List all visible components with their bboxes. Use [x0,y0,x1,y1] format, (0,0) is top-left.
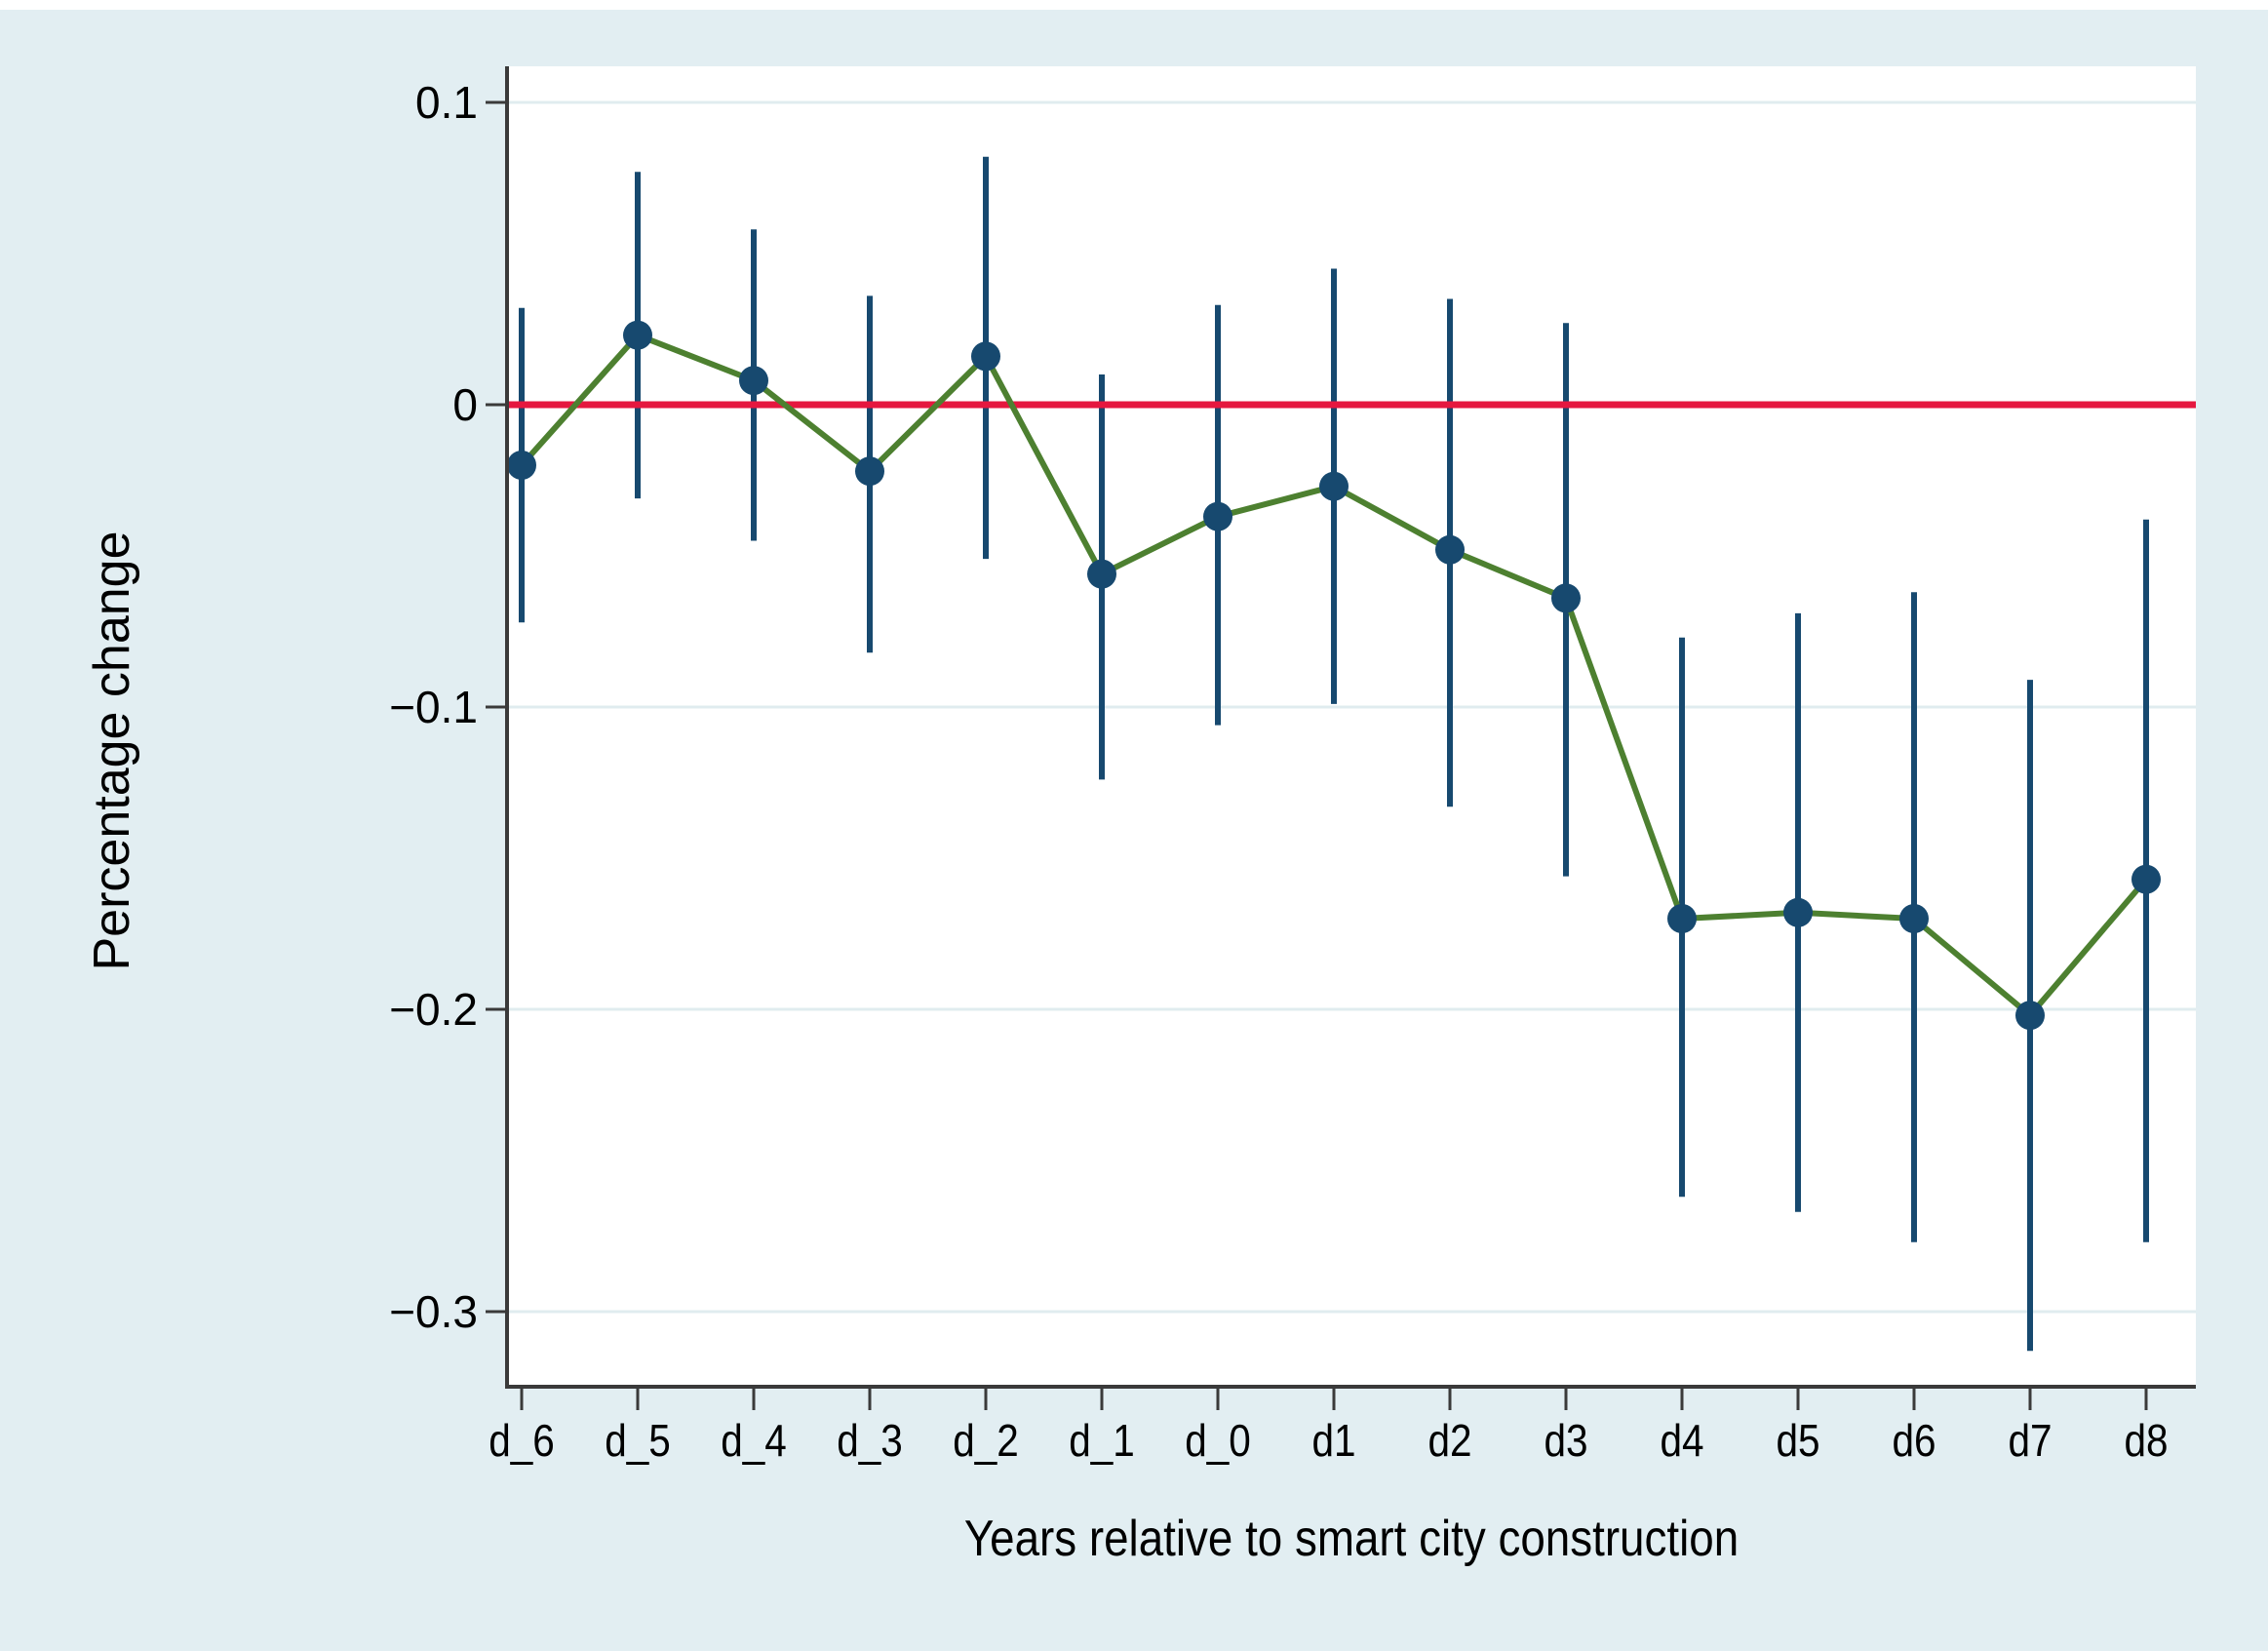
x-tick-label: d3 [1544,1415,1588,1466]
data-point-marker [2131,864,2161,894]
x-tick-label: d8 [2124,1415,2169,1466]
data-point-marker [1551,583,1581,613]
x-tick-label: d5 [1776,1415,1820,1466]
data-point-marker [1319,471,1349,501]
y-tick-label: −0.1 [389,682,478,732]
x-tick-label: d1 [1311,1415,1356,1466]
x-tick-label: d_1 [1069,1415,1135,1466]
y-tick-label: 0 [452,379,478,430]
y-tick-label: −0.2 [389,984,478,1035]
data-point-marker [1899,904,1929,933]
data-point-marker [739,366,768,396]
x-tick-label: d7 [2008,1415,2053,1466]
y-tick-label: −0.3 [389,1286,478,1337]
x-tick-label: d_2 [953,1415,1019,1466]
top-margin-strip [0,0,2268,10]
data-point-marker [971,341,1000,372]
x-tick-label: d_0 [1185,1415,1251,1466]
data-point-marker [1087,559,1116,589]
x-tick-label: d_4 [721,1415,787,1466]
x-tick-label: d6 [1892,1415,1936,1466]
data-point-marker [855,456,884,487]
data-point-marker [1783,897,1813,927]
x-tick-label: d_3 [837,1415,903,1466]
x-tick-label: d2 [1427,1415,1472,1466]
y-axis-title: Percentage change [84,531,140,971]
data-point-marker [1667,904,1697,933]
data-point-marker [507,451,536,480]
data-point-marker [1203,501,1232,531]
x-axis-title: Years relative to smart city constructio… [963,1511,1740,1567]
y-tick-label: 0.1 [415,77,478,128]
x-tick-label: d_6 [489,1415,555,1466]
data-point-marker [1435,534,1465,565]
x-tick-label: d4 [1660,1415,1704,1466]
x-tick-label: d_5 [605,1415,671,1466]
data-point-marker [623,320,652,350]
data-point-marker [2015,1001,2045,1031]
plot-area [507,66,2196,1387]
